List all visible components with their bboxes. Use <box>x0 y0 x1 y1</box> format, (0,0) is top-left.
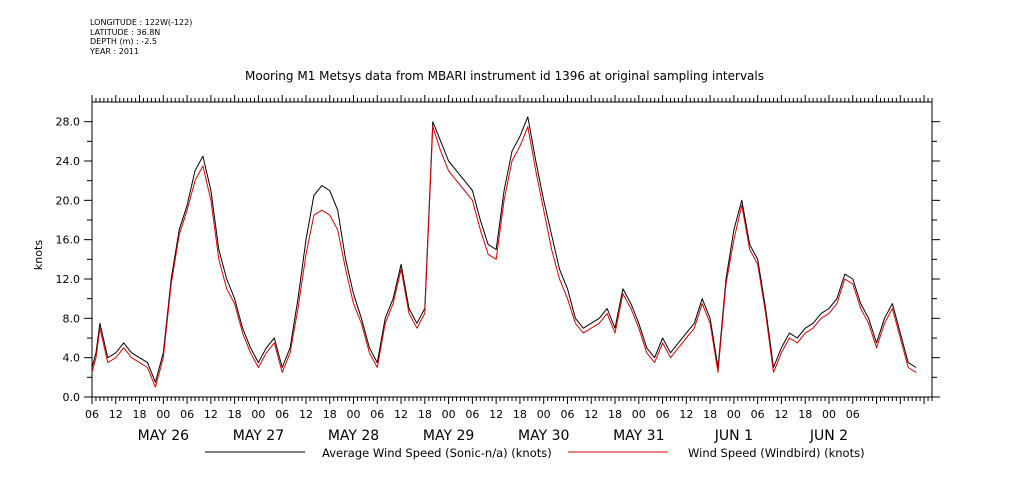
x-tick-label: 12 <box>394 408 408 421</box>
x-tick-label: 06 <box>85 408 99 421</box>
longitude-text: LONGITUDE : 122W(-122) <box>90 18 193 27</box>
x-tick-label: 12 <box>679 408 693 421</box>
x-tick-label: 18 <box>418 408 432 421</box>
y-tick-label: 16.0 <box>56 234 81 247</box>
x-tick-label: 06 <box>370 408 384 421</box>
x-tick-label: 06 <box>275 408 289 421</box>
y-tick-label: 8.0 <box>63 312 81 325</box>
x-tick-label: 00 <box>537 408 551 421</box>
labels-group: 0.0 4.0 8.0 12.0 16.0 20.0 24.0 28.0 06 12 18 00 06 1… <box>56 116 860 444</box>
series-line-average <box>91 116 917 383</box>
x-tick-label: 00 <box>251 408 265 421</box>
legend: Average Wind Speed (Sonic-n/a) (knots) W… <box>205 446 865 460</box>
x-tick-label: 12 <box>774 408 788 421</box>
x-tick-label: 18 <box>608 408 622 421</box>
x-tick-label: 18 <box>513 408 527 421</box>
x-tick-label: 06 <box>560 408 574 421</box>
year-text: YEAR : 2011 <box>90 46 140 56</box>
x-tick-label: 00 <box>347 408 361 421</box>
day-label: MAY 29 <box>423 428 474 444</box>
x-tick-label: 18 <box>228 408 242 421</box>
plot-frame <box>91 101 933 398</box>
day-label: JUN 1 <box>714 428 753 444</box>
series-group <box>91 116 917 388</box>
y-tick-label: 20.0 <box>56 194 81 207</box>
y-axis-label: knots <box>32 240 45 270</box>
x-tick-label: 18 <box>323 408 337 421</box>
x-tick-label: 12 <box>299 408 313 421</box>
chart-title: Mooring M1 Metsys data from MBARI instru… <box>245 69 764 83</box>
x-tick-label: 06 <box>656 408 670 421</box>
axes-group <box>84 95 940 404</box>
x-tick-label: 12 <box>204 408 218 421</box>
day-label: JUN 2 <box>809 428 848 444</box>
depth-text: DEPTH (m) : -2.5 <box>90 37 157 46</box>
x-tick-label: 12 <box>489 408 503 421</box>
y-tick-label: 4.0 <box>63 352 81 365</box>
day-label: MAY 31 <box>613 428 664 444</box>
x-tick-label: 00 <box>822 408 836 421</box>
x-tick-label: 18 <box>798 408 812 421</box>
legend-label-windbird: Wind Speed (Windbird) (knots) <box>688 446 865 460</box>
series-line-windbird <box>91 126 917 388</box>
x-tick-label: 00 <box>727 408 741 421</box>
x-tick-label: 18 <box>703 408 717 421</box>
x-tick-label: 00 <box>442 408 456 421</box>
x-tick-label: 00 <box>632 408 646 421</box>
x-tick-label: 12 <box>109 408 123 421</box>
x-tick-label: 18 <box>133 408 147 421</box>
day-label: MAY 30 <box>518 428 569 444</box>
x-tick-label: 00 <box>156 408 170 421</box>
day-label: MAY 27 <box>233 428 284 444</box>
legend-label-average: Average Wind Speed (Sonic-n/a) (knots) <box>322 446 552 460</box>
day-label: MAY 28 <box>328 428 379 444</box>
day-label: MAY 26 <box>138 428 189 444</box>
y-tick-label: 24.0 <box>56 155 81 168</box>
x-tick-label: 06 <box>751 408 765 421</box>
x-tick-label: 06 <box>180 408 194 421</box>
y-tick-label: 12.0 <box>56 273 81 286</box>
x-tick-label: 06 <box>465 408 479 421</box>
y-tick-label: 0.0 <box>63 391 81 404</box>
station-metadata: LONGITUDE : 122W(-122) LATITUDE : 36.8N … <box>90 18 192 56</box>
x-tick-label: 12 <box>584 408 598 421</box>
latitude-text: LATITUDE : 36.8N <box>90 27 161 37</box>
y-tick-label: 28.0 <box>56 116 81 129</box>
x-tick-label: 06 <box>846 408 860 421</box>
